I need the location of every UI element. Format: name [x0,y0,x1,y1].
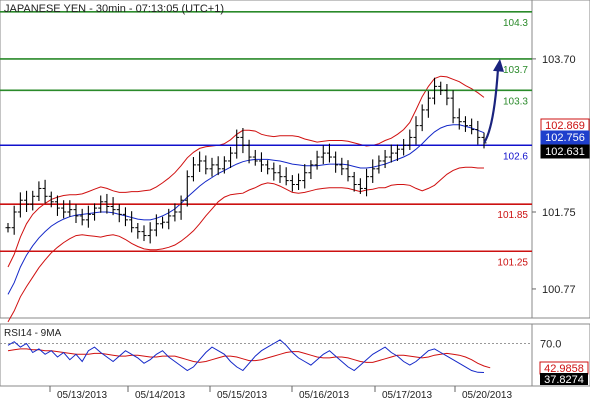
price-tag-box [540,130,590,145]
level-label: 103.7 [503,65,528,76]
rsi-tag-box [540,373,588,385]
forecast-arrow [483,58,504,144]
price-axis [531,0,590,319]
level-label: 104.3 [503,18,528,29]
rsi-line [7,339,485,373]
lower-band-line [7,166,484,323]
x-tick-label: 05/16/2013 [299,390,349,400]
x-tick-label: 05/17/2013 [382,390,432,400]
y-tick-label: 100.77 [542,284,576,296]
rsi-ma-line [7,348,491,369]
rsi-label: RSI14 - 9MA [4,328,62,339]
bollinger-bands [7,75,485,323]
forecast-arrow-line [483,68,500,144]
forecast-arrow-head [493,58,504,72]
y-tick-label: 101.75 [542,207,576,219]
level-label: 101.25 [497,257,528,268]
x-tick-label: 05/14/2013 [135,390,185,400]
rsi-plot-area [0,323,533,387]
x-tick-label: 05/15/2013 [217,390,267,400]
level-label: 103.3 [503,96,528,107]
price-tag-label: 102.631 [545,146,585,158]
rsi-reference-label: 70.0 [540,339,561,351]
moving-average [7,124,485,295]
grid-layer [49,386,456,392]
moving-average-line [7,124,485,295]
rsi-ma-tag-label: 42.9858 [544,363,584,375]
rsi-tag-label: 37.8274 [544,374,584,386]
price-tag-label: 102.869 [545,120,585,132]
axis-labels: 05/13/2013 05/14/2013 05/15/2013 05/16/2013… [57,54,576,400]
upper-band-line [7,75,485,268]
level-label: 101.85 [497,210,528,221]
level-lines: 104.3 103.7 103.3 102.6 101.85 101.25 [0,10,532,268]
price-tag-box [540,144,590,159]
price-tag-label: 102.756 [545,132,585,144]
chart-title: JAPANESE YEN - 30min - 07:13:05 (UTC+1) [4,3,224,15]
x-tick-label: 05/20/2013 [462,390,512,400]
y-tick-label: 103.70 [542,54,576,66]
level-label: 102.6 [503,151,528,162]
x-tick-label: 05/13/2013 [57,390,107,400]
price-bars [5,77,487,244]
